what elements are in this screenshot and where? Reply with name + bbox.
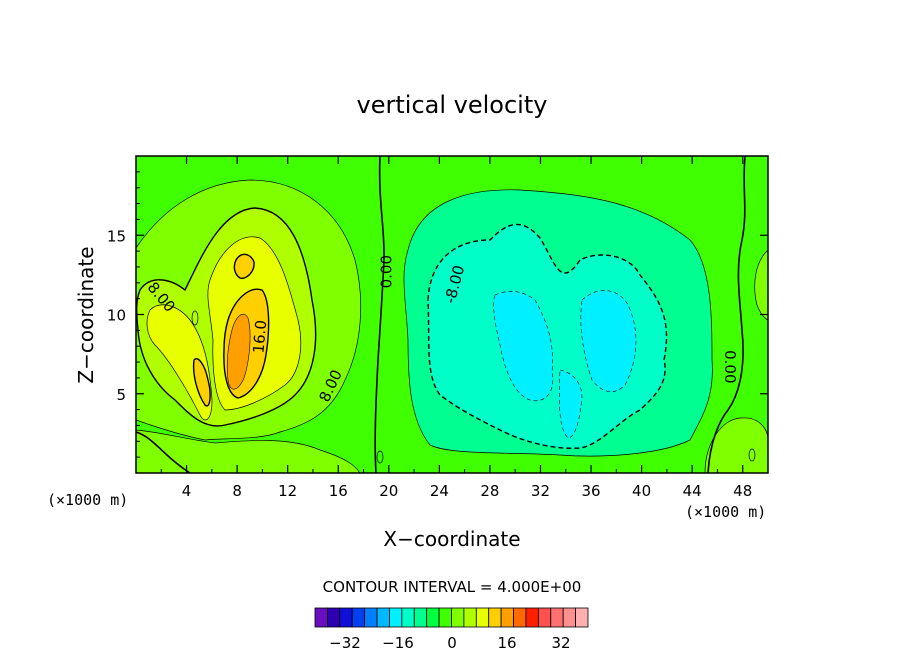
colorbar-swatch [513, 607, 527, 628]
colorbar-swatch [376, 607, 390, 628]
x-tick-label: 28 [480, 482, 499, 500]
colorbar-swatch [401, 607, 415, 628]
contour-label: 0.00 [721, 350, 739, 383]
colorbar-swatch [525, 607, 539, 628]
contour-label: 16.0 [249, 319, 270, 354]
colorbar-tick-label: 16 [497, 634, 516, 652]
colorbar-swatch [389, 607, 403, 628]
x-unit-right: (×1000 m) [685, 503, 766, 521]
zero-contour-line-right [707, 156, 746, 473]
colorbar-swatch [488, 607, 502, 628]
x-tick-label: 32 [531, 482, 550, 500]
small-contour-loop [191, 310, 199, 326]
plot-area [136, 156, 768, 473]
colorbar-swatch [314, 607, 328, 628]
colorbar-swatch [451, 607, 465, 628]
colorbar-tick-label: −32 [329, 634, 361, 652]
x-tick-label: 48 [733, 482, 752, 500]
colorbar-swatch [438, 607, 452, 628]
colorbar-swatch [364, 607, 378, 628]
y-axis: 5 10 15 [107, 171, 768, 458]
y-axis-title: Z−coordinate [74, 246, 98, 383]
colorbar-swatch [550, 607, 564, 628]
x-tick-label: 16 [329, 482, 348, 500]
colorbar-swatch [426, 607, 440, 628]
x-tick-label: 44 [683, 482, 702, 500]
contour-fill-pos20 [226, 314, 251, 390]
zero-contour-line-left [136, 431, 191, 473]
y-tick-label: 10 [107, 307, 126, 325]
x-axis: 4 8 12 16 20 24 28 32 36 40 44 48 [160, 156, 752, 500]
colorbar-swatch [500, 607, 514, 628]
y-tick-label: 5 [116, 386, 126, 404]
x-tick-label: 40 [632, 482, 651, 500]
x-axis-title: X−coordinate [383, 527, 520, 551]
colorbar [314, 607, 589, 628]
contour-fill-pos12 [146, 236, 302, 421]
x-tick-label: 24 [430, 482, 449, 500]
colorbar-swatch [537, 607, 552, 628]
colorbar-swatch [475, 607, 490, 628]
x-tick-label: 36 [581, 482, 600, 500]
x-tick-label: 20 [379, 482, 398, 500]
contour-fill-bottom-left [136, 429, 361, 473]
colorbar-tick-label: −16 [382, 634, 414, 652]
x-unit-left: (×1000 m) [47, 491, 128, 509]
colorbar-tick-label: 0 [447, 634, 457, 652]
contour-fill-pos16 [192, 253, 270, 407]
colorbar-swatch [351, 607, 366, 628]
contour-label: 0.00 [377, 255, 395, 288]
colorbar-tick-label: 32 [551, 634, 570, 652]
colorbar-swatch [413, 607, 428, 628]
x-tick-label: 8 [232, 482, 242, 500]
x-tick-label: 12 [278, 482, 297, 500]
colorbar-swatch [562, 607, 576, 628]
chart-title: vertical velocity [357, 91, 548, 119]
colorbar-swatch [575, 607, 589, 628]
colorbar-tick-labels: −32 −16 0 16 32 [329, 634, 570, 652]
contour-fill-neg12 [493, 290, 637, 439]
colorbar-swatch [463, 607, 477, 628]
contour-interval-text: CONTOUR INTERVAL = 4.000E+00 [323, 578, 582, 596]
x-tick-label: 4 [182, 482, 192, 500]
zero-contour-line [374, 156, 385, 473]
y-tick-label: 15 [107, 227, 126, 245]
small-contour-loop [748, 448, 756, 462]
colorbar-swatch [339, 607, 353, 628]
colorbar-swatch [327, 607, 341, 628]
small-contour-loop [376, 450, 384, 464]
